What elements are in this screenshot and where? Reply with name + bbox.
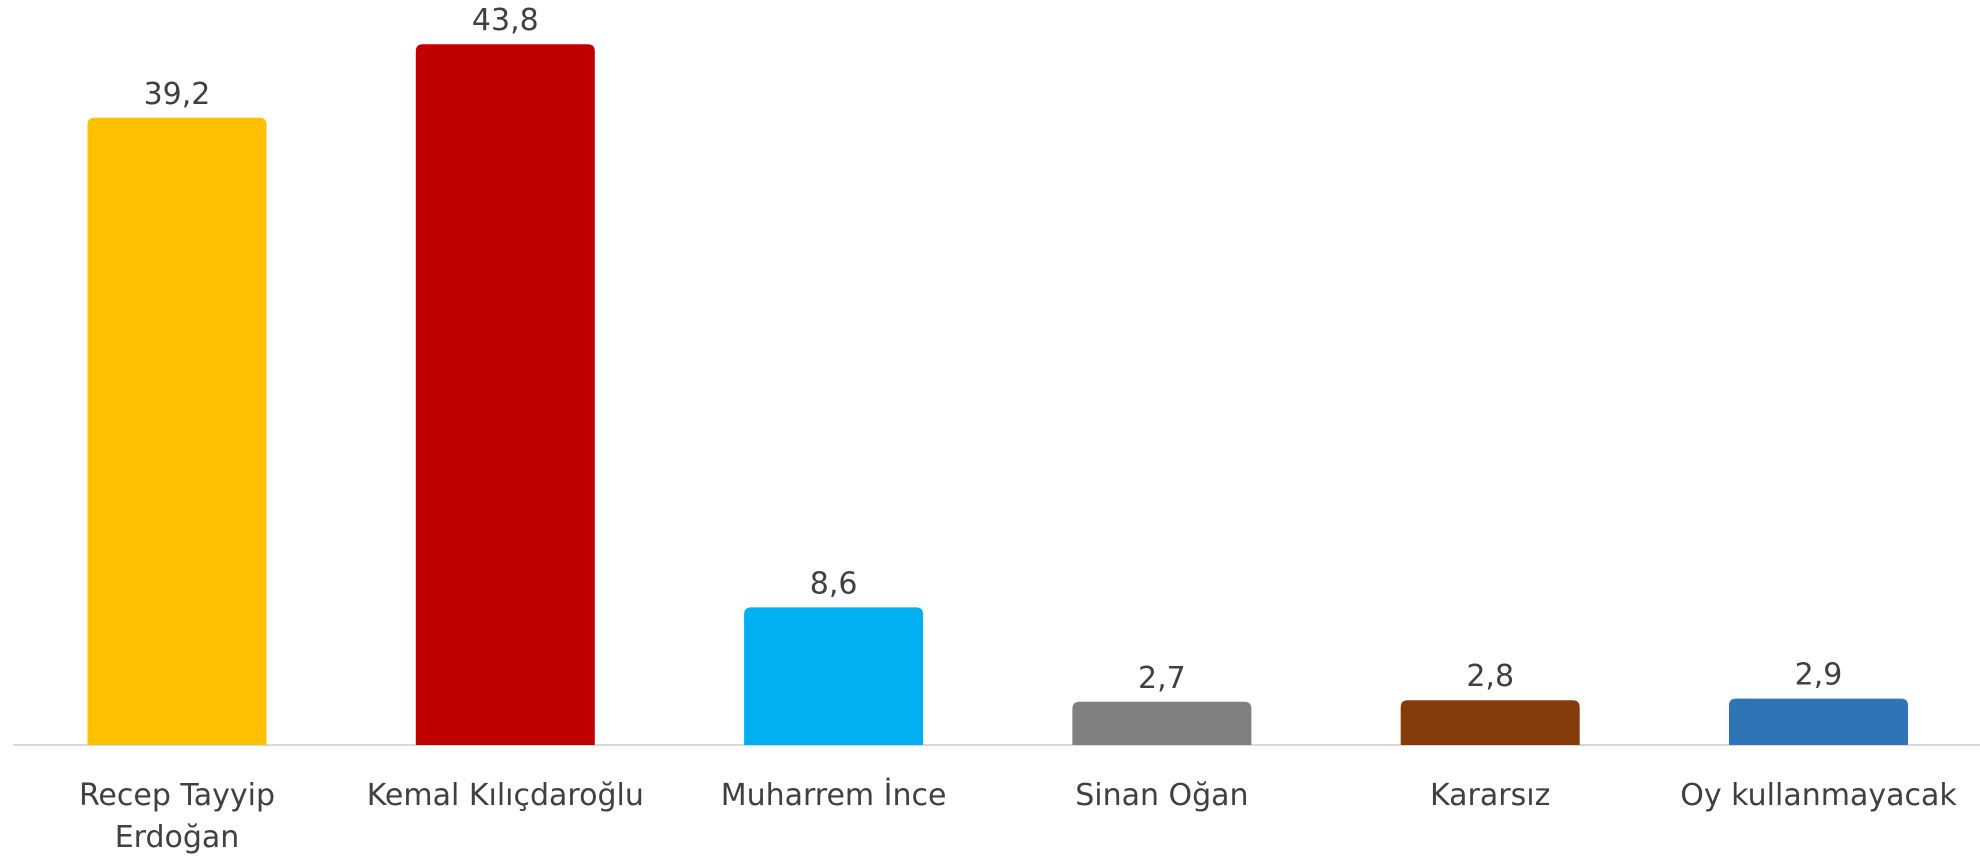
x-tick-label: Kararsız <box>1430 778 1551 813</box>
x-tick-label: Muharrem İnce <box>720 778 947 813</box>
value-label: 39,2 <box>144 77 211 112</box>
bar <box>1072 701 1252 745</box>
x-tick-label: Sinan Oğan <box>1075 778 1249 813</box>
x-tick-label: Kemal Kılıçdaroğlu <box>366 778 644 813</box>
bar <box>87 117 267 746</box>
x-tick-label: Oy kullanmayacak <box>1680 778 1957 813</box>
bar <box>1400 700 1580 745</box>
bar <box>1729 698 1908 745</box>
value-label: 2,9 <box>1795 658 1843 693</box>
value-label: 8,6 <box>810 566 858 601</box>
value-label: 2,7 <box>1138 661 1186 696</box>
bar <box>415 44 595 745</box>
bar <box>744 607 924 745</box>
value-label: 2,8 <box>1466 659 1514 694</box>
value-label: 43,8 <box>472 3 539 38</box>
x-tick-label: Recep Tayyip Erdoğan <box>78 778 276 855</box>
